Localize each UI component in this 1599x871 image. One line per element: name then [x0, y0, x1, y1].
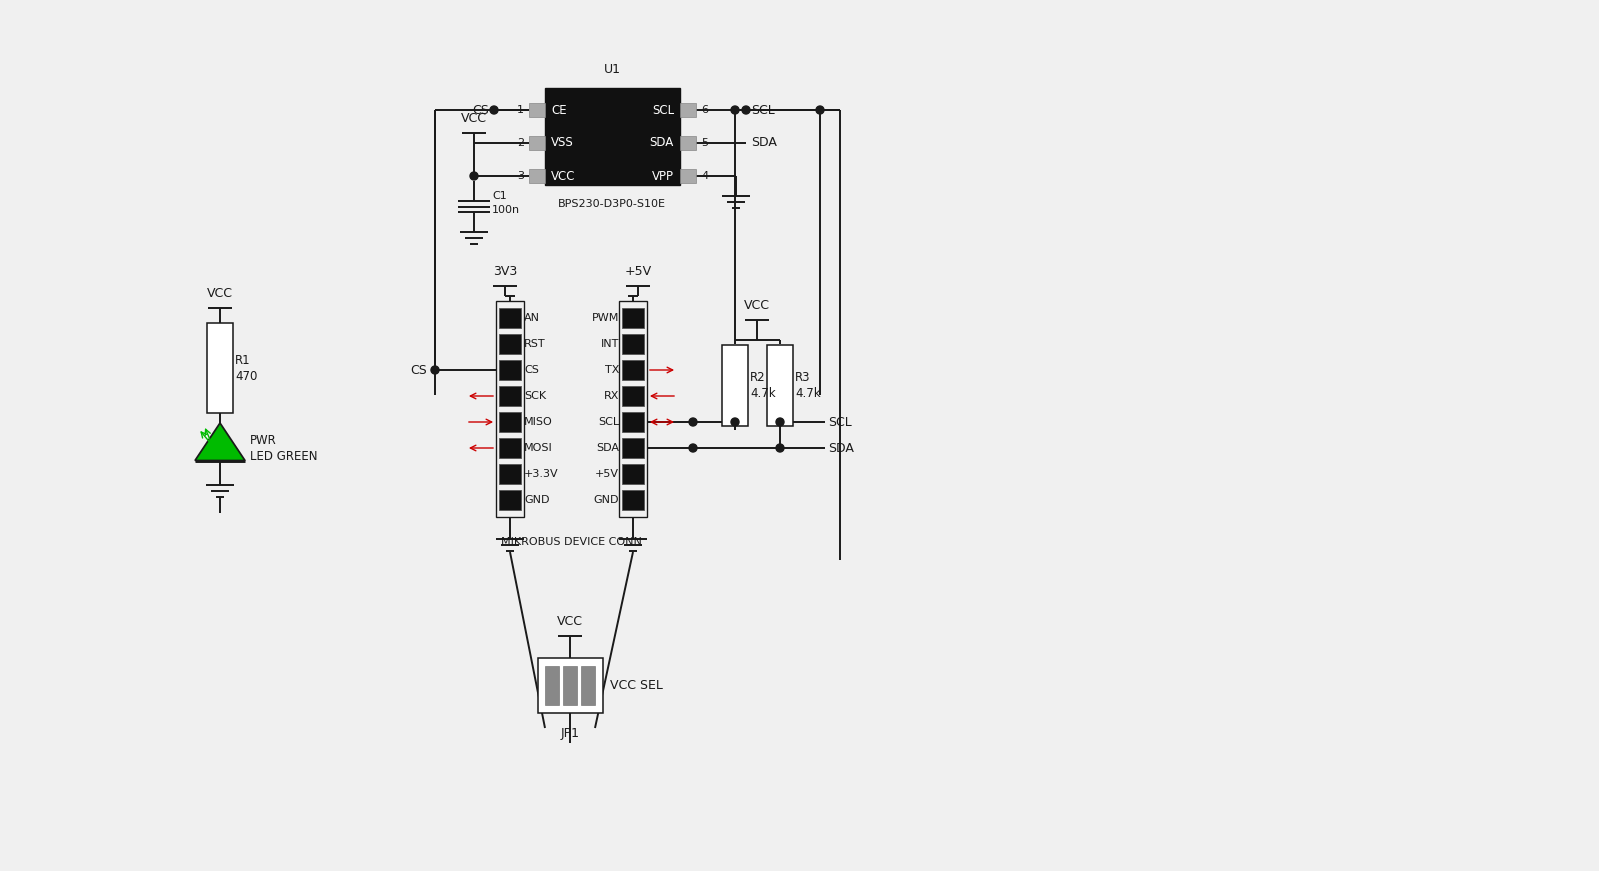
Text: 1: 1	[516, 105, 524, 115]
Circle shape	[731, 106, 739, 114]
Text: 470: 470	[235, 369, 257, 382]
Text: VSS: VSS	[552, 137, 574, 150]
Text: 3V3: 3V3	[492, 265, 516, 278]
Text: JP1: JP1	[561, 727, 579, 740]
Text: PWM: PWM	[592, 313, 619, 323]
Text: INT: INT	[601, 339, 619, 349]
Bar	[622, 412, 644, 432]
Bar	[622, 386, 644, 406]
Circle shape	[689, 418, 697, 426]
Bar	[680, 169, 696, 183]
Text: MIKROBUS DEVICE CONN: MIKROBUS DEVICE CONN	[500, 537, 641, 547]
Bar	[499, 386, 521, 406]
Text: RX: RX	[604, 391, 619, 401]
Bar	[499, 438, 521, 458]
Circle shape	[742, 106, 750, 114]
Text: MISO: MISO	[524, 417, 553, 427]
Text: 2: 2	[516, 138, 524, 148]
Text: TX: TX	[604, 365, 619, 375]
Bar	[496, 301, 524, 517]
Text: VCC: VCC	[744, 299, 771, 312]
Text: 6: 6	[700, 105, 708, 115]
Bar	[622, 334, 644, 354]
Text: SCL: SCL	[828, 415, 852, 429]
Text: 100n: 100n	[492, 205, 520, 215]
Text: 5: 5	[700, 138, 708, 148]
Text: CS: CS	[524, 365, 539, 375]
Circle shape	[489, 106, 497, 114]
Text: MOSI: MOSI	[524, 443, 553, 453]
Circle shape	[432, 366, 440, 374]
Text: C1: C1	[492, 191, 507, 201]
Circle shape	[689, 444, 697, 452]
Text: LED GREEN: LED GREEN	[249, 450, 318, 463]
Polygon shape	[195, 423, 245, 461]
Bar	[545, 666, 560, 705]
Text: +5V: +5V	[625, 265, 651, 278]
Bar	[499, 360, 521, 380]
Text: VCC: VCC	[552, 170, 576, 183]
Text: CS: CS	[472, 104, 489, 117]
Bar	[206, 323, 233, 413]
Bar	[537, 658, 603, 713]
Text: VCC SEL: VCC SEL	[609, 679, 664, 692]
Text: SCK: SCK	[524, 391, 547, 401]
Text: BPS230-D3P0-S10E: BPS230-D3P0-S10E	[558, 199, 667, 209]
Bar	[680, 103, 696, 117]
Text: 4: 4	[700, 171, 708, 181]
Text: GND: GND	[524, 495, 550, 505]
Text: PWR: PWR	[249, 434, 277, 447]
Text: SCL: SCL	[752, 104, 776, 117]
Bar	[580, 666, 595, 705]
Text: VCC: VCC	[461, 112, 488, 125]
Bar	[622, 464, 644, 484]
Text: VCC: VCC	[556, 615, 584, 628]
Bar	[563, 666, 577, 705]
Circle shape	[815, 106, 823, 114]
Bar	[622, 438, 644, 458]
Text: VPP: VPP	[652, 170, 675, 183]
Bar	[499, 464, 521, 484]
Bar	[622, 308, 644, 328]
Text: 3: 3	[516, 171, 524, 181]
Text: SDA: SDA	[596, 443, 619, 453]
Text: VCC: VCC	[206, 287, 233, 300]
Text: 4.7k: 4.7k	[795, 387, 820, 400]
Text: +3.3V: +3.3V	[524, 469, 558, 479]
Bar	[622, 360, 644, 380]
Text: CE: CE	[552, 104, 566, 117]
Text: +5V: +5V	[595, 469, 619, 479]
Text: SDA: SDA	[752, 137, 777, 150]
Bar	[529, 136, 545, 150]
Bar	[499, 334, 521, 354]
Text: SDA: SDA	[828, 442, 854, 455]
Circle shape	[731, 418, 739, 426]
Text: GND: GND	[593, 495, 619, 505]
Circle shape	[776, 418, 784, 426]
Bar	[768, 345, 793, 426]
Text: 4.7k: 4.7k	[750, 387, 776, 400]
Text: R1: R1	[235, 354, 251, 367]
Circle shape	[470, 172, 478, 180]
Bar	[723, 345, 748, 426]
Text: SCL: SCL	[598, 417, 619, 427]
Text: SDA: SDA	[649, 137, 675, 150]
Text: U1: U1	[603, 63, 620, 76]
Text: CS: CS	[411, 363, 427, 376]
Bar	[622, 490, 644, 510]
Bar	[499, 490, 521, 510]
Text: R2: R2	[750, 370, 766, 383]
Text: SCL: SCL	[652, 104, 675, 117]
Bar	[680, 136, 696, 150]
Bar	[499, 308, 521, 328]
Bar	[529, 169, 545, 183]
Text: R3: R3	[795, 370, 811, 383]
Text: AN: AN	[524, 313, 540, 323]
Circle shape	[776, 444, 784, 452]
Bar	[529, 103, 545, 117]
Text: RST: RST	[524, 339, 545, 349]
Bar	[545, 88, 680, 185]
Bar	[499, 412, 521, 432]
Bar	[619, 301, 648, 517]
